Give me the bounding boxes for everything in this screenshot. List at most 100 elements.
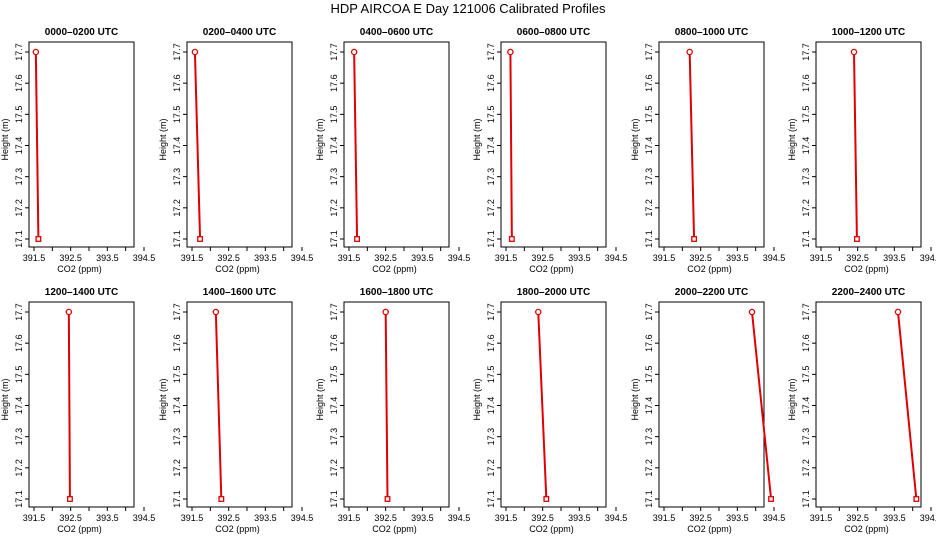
x-axis-label: CO2 (ppm) [57,264,102,274]
x-tick-label: 394.5 [763,513,786,523]
profile-line [353,51,359,240]
profile-panel: 1000–1200 UTC 17.1 17.2 17.3 17.4 17.5 17.6 17.… [787,27,936,274]
x-tick-label: 394.5 [448,253,471,263]
y-tick-label: 17.6 [801,74,811,92]
x-tick-label: 392.5 [374,253,397,263]
y-tick-label: 17.5 [801,366,811,384]
y-tick-label: 17.5 [486,106,496,124]
y-tick-label: 17.4 [801,397,811,415]
y-tick-label: 17.2 [329,459,339,477]
y-tick-label: 17.3 [801,428,811,446]
data-point-bottom [354,236,361,242]
x-tick-label: 392.5 [689,513,712,523]
profile-panel: 0800–1000 UTC 17.1 17.2 17.3 17.4 17.5 17.6 17.… [630,27,785,274]
x-tick-label: 394.5 [763,253,786,263]
x-tick-label: 394.5 [133,513,156,523]
x-tick-label: 391.5 [338,253,361,263]
y-axis-label: Height (m) [158,118,168,160]
data-point-top [191,48,199,56]
panel-title: 2000–2200 UTC [675,287,748,298]
data-point-top [507,48,514,56]
profile-line [193,51,202,240]
y-tick-label: 17.3 [14,168,24,186]
profile-panel: 0000–0200 UTC 17.1 17.2 17.3 17.4 17.5 17.6 17.… [0,27,155,274]
y-tick-label: 17.3 [329,168,339,186]
y-tick-label: 17.3 [644,428,654,446]
y-tick-label: 17.4 [329,137,339,155]
y-tick-label: 17.1 [801,230,811,248]
x-tick-label: 394.5 [291,513,314,523]
profile-line [34,51,40,240]
y-tick-label: 17.7 [801,303,811,321]
panel-title: 0600–0800 UTC [517,27,590,38]
x-tick-label: 392.5 [531,253,554,263]
y-tick-label: 17.6 [329,334,339,352]
y-axis-label: Height (m) [315,378,325,420]
data-point-top [65,308,73,316]
x-axis-label: CO2 (ppm) [687,524,732,534]
data-point-top [894,308,902,316]
profile-line [214,311,223,500]
y-tick-label: 17.2 [14,199,24,217]
x-axis-label: CO2 (ppm) [372,524,417,534]
data-point-top [850,48,858,56]
y-tick-label: 17.7 [172,303,182,321]
panel-title: 1000–1200 UTC [832,27,905,38]
y-tick-label: 17.3 [486,428,496,446]
y-tick-label: 17.7 [14,43,24,61]
y-tick-label: 17.6 [644,74,654,92]
x-tick-label: 391.5 [23,513,46,523]
x-tick-label: 392.5 [217,253,240,263]
x-tick-label: 391.5 [495,513,518,523]
x-tick-label: 393.5 [254,253,277,263]
data-point-bottom [508,236,515,242]
x-tick-label: 391.5 [810,513,833,523]
y-tick-label: 17.6 [172,74,182,92]
profile-panel: 1800–2000 UTC 17.1 17.2 17.3 17.4 17.5 17.6 17.… [472,287,627,534]
y-tick-label: 17.5 [644,106,654,124]
y-axis-label: Height (m) [0,378,10,420]
data-point-bottom [35,236,42,242]
data-point-bottom [66,496,73,502]
y-tick-label: 17.1 [486,490,496,508]
panel-title: 0800–1000 UTC [675,27,748,38]
y-tick-label: 17.4 [14,397,24,415]
y-tick-label: 17.4 [644,137,654,155]
y-tick-label: 17.4 [801,137,811,155]
y-axis-label: Height (m) [630,118,640,160]
x-tick-label: 392.5 [846,253,869,263]
y-tick-label: 17.7 [486,303,496,321]
x-axis-label: CO2 (ppm) [687,264,732,274]
data-point-bottom [543,496,550,502]
y-tick-label: 17.5 [644,366,654,384]
x-tick-label: 393.5 [96,513,119,523]
profile-panel: 1200–1400 UTC 17.1 17.2 17.3 17.4 17.5 17.6 17.… [0,287,155,534]
y-tick-label: 17.2 [801,459,811,477]
page-title: HDP AIRCOA E Day 121006 Calibrated Profi… [330,1,606,16]
y-tick-label: 17.3 [801,168,811,186]
x-axis-label: CO2 (ppm) [57,524,102,534]
y-axis-label: Height (m) [787,118,797,160]
data-point-bottom [197,236,204,242]
panel-title: 0200–0400 UTC [203,27,276,38]
x-tick-label: 391.5 [181,513,204,523]
y-tick-label: 17.3 [14,428,24,446]
x-tick-label: 393.5 [411,513,434,523]
y-tick-label: 17.3 [486,168,496,186]
y-tick-label: 17.2 [486,199,496,217]
plot-frame [343,41,450,248]
y-tick-label: 17.5 [14,366,24,384]
y-tick-label: 17.1 [644,230,654,248]
y-axis-label: Height (m) [472,118,482,160]
plot-frame [186,301,293,508]
x-tick-label: 391.5 [338,513,361,523]
x-axis-label: CO2 (ppm) [844,264,889,274]
y-tick-label: 17.3 [644,168,654,186]
y-tick-label: 17.4 [14,137,24,155]
data-point-top [32,48,40,56]
y-tick-label: 17.6 [486,74,496,92]
plot-frame [815,41,922,248]
y-tick-label: 17.4 [486,137,496,155]
y-tick-label: 17.7 [644,303,654,321]
